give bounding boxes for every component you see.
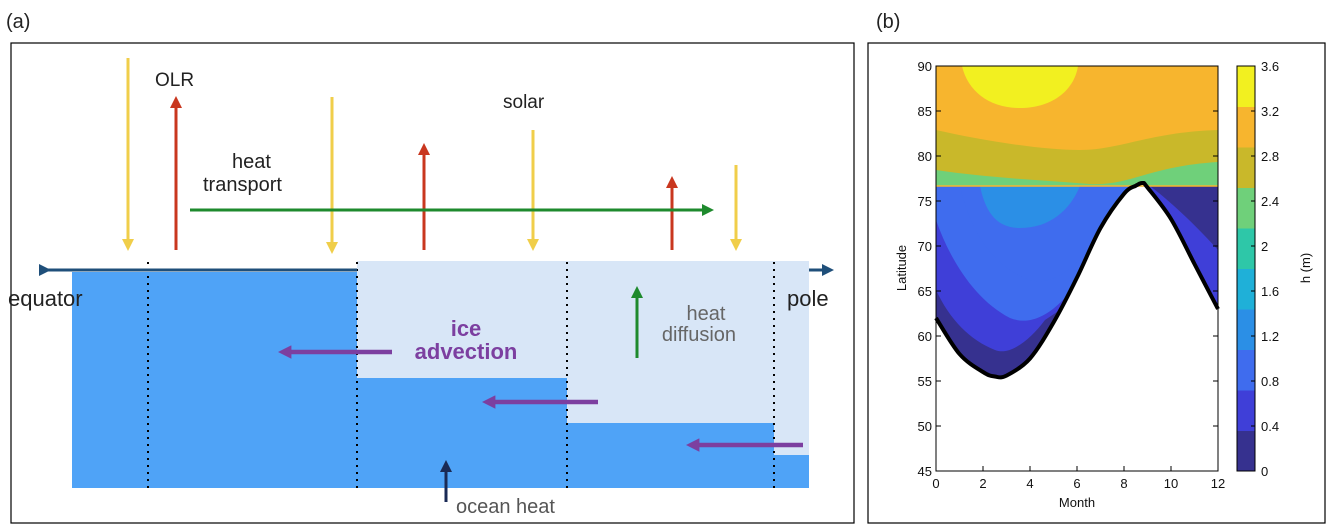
colorbar-segment: [1237, 431, 1255, 472]
colorbar-segment: [1237, 350, 1255, 391]
colorbar-segment: [1237, 188, 1255, 229]
heat-diffusion-label-line1: heat: [687, 303, 726, 325]
y-axis-label: Latitude: [894, 245, 909, 291]
y-tick-label: 90: [918, 59, 932, 74]
y-tick-label: 75: [918, 194, 932, 209]
colorbar-tick-label: 2.8: [1261, 149, 1279, 164]
colorbar-segment: [1237, 309, 1255, 350]
y-tick-label: 70: [918, 239, 932, 254]
ocean-heat-label: ocean heat: [456, 496, 555, 518]
colorbar-segment: [1237, 107, 1255, 148]
colorbar-tick-label: 1.6: [1261, 284, 1279, 299]
colorbar-segment: [1237, 390, 1255, 431]
colorbar: [1237, 66, 1255, 472]
y-tick-label: 55: [918, 374, 932, 389]
colorbar-tick-label: 0.4: [1261, 419, 1279, 434]
x-axis-label: Month: [1059, 495, 1095, 510]
colorbar-segment: [1237, 228, 1255, 269]
x-tick-label: 8: [1120, 476, 1127, 491]
x-tick-label: 4: [1026, 476, 1033, 491]
colorbar-segment: [1237, 147, 1255, 188]
panel-b-label: (b): [876, 11, 900, 33]
colorbar-tick-label: 0.8: [1261, 374, 1279, 389]
x-tick-label: 10: [1164, 476, 1178, 491]
panel-a-label: (a): [6, 11, 30, 33]
colorbar-tick-label: 3.2: [1261, 104, 1279, 119]
solar-arrows: [128, 58, 736, 248]
colorbar-segment: [1237, 66, 1255, 107]
contour-plot: [936, 66, 1218, 473]
colorbar-label: h (m): [1298, 253, 1313, 283]
y-tick-label: 50: [918, 419, 932, 434]
colorbar-tick-label: 2: [1261, 239, 1268, 254]
heat-transport-label-line1: heat: [232, 151, 271, 173]
equator-label: equator: [8, 286, 83, 311]
x-tick-label: 6: [1073, 476, 1080, 491]
colorbar-tick-label: 1.2: [1261, 329, 1279, 344]
x-tick-label: 2: [979, 476, 986, 491]
solar-label: solar: [503, 92, 545, 113]
y-tick-label: 85: [918, 104, 932, 119]
colorbar-tick-label: 0: [1261, 464, 1268, 479]
x-tick-label: 12: [1211, 476, 1225, 491]
y-tick-label: 65: [918, 284, 932, 299]
x-tick-label: 0: [932, 476, 939, 491]
colorbar-segment: [1237, 269, 1255, 310]
y-tick-label: 60: [918, 329, 932, 344]
olr-label: OLR: [155, 70, 194, 91]
colorbar-tick-label: 2.4: [1261, 194, 1279, 209]
heat-diffusion-label-line2: diffusion: [662, 324, 736, 346]
ice-advection-label-line2: advection: [415, 339, 518, 364]
colorbar-tick-label: 3.6: [1261, 59, 1279, 74]
pole-label: pole: [787, 286, 829, 311]
ice-advection-label-line1: ice: [451, 316, 482, 341]
y-tick-label: 45: [918, 464, 932, 479]
heat-transport-label-line2: transport: [203, 174, 282, 196]
y-tick-label: 80: [918, 149, 932, 164]
